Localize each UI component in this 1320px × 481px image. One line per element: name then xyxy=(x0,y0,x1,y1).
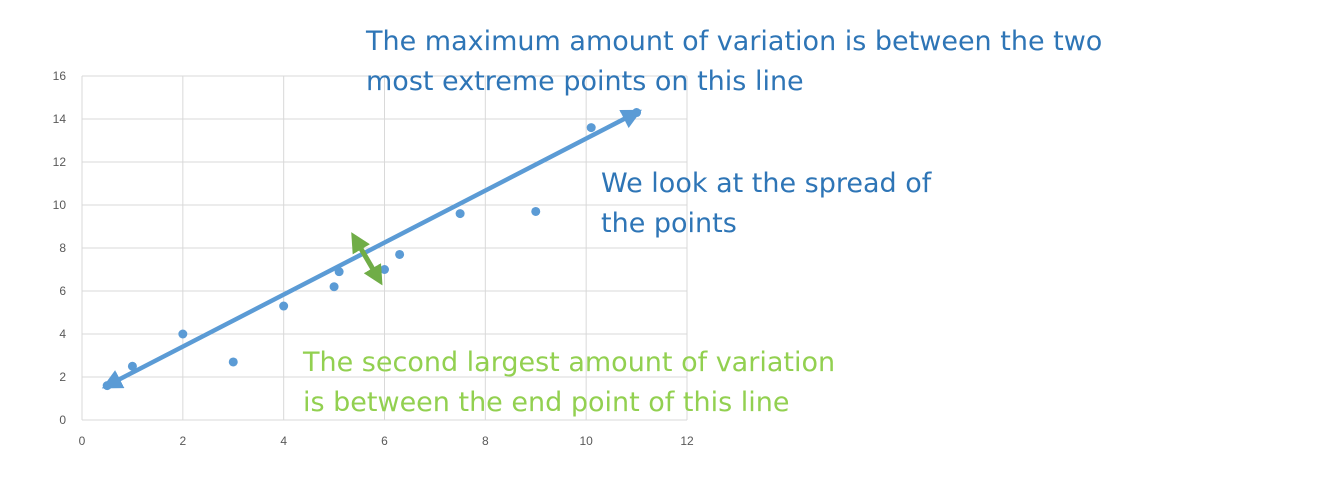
annotation-arrows xyxy=(101,109,642,389)
data-point xyxy=(531,206,541,216)
y-tick-label: 2 xyxy=(59,370,66,384)
annotation-second-variation: The second largest amount of variation i… xyxy=(303,347,836,418)
y-tick-label: 4 xyxy=(59,327,66,341)
data-point xyxy=(395,249,405,259)
x-tick-label: 6 xyxy=(381,434,388,448)
y-tick-label: 8 xyxy=(59,241,66,255)
x-tick-label: 10 xyxy=(579,434,593,448)
data-point xyxy=(228,357,238,367)
data-point xyxy=(455,209,465,219)
annotation-spread: We look at the spread of the points xyxy=(601,168,932,239)
second-variation-arrow xyxy=(351,232,383,286)
data-point xyxy=(178,329,188,339)
y-tick-label: 0 xyxy=(59,413,66,427)
y-tick-label: 16 xyxy=(53,69,67,83)
data-point xyxy=(329,282,339,292)
x-tick-label: 8 xyxy=(482,434,489,448)
data-point xyxy=(586,123,596,133)
x-tick-label: 0 xyxy=(79,434,86,448)
annotation-max-variation: The maximum amount of variation is betwe… xyxy=(366,26,1103,97)
y-tick-label: 12 xyxy=(53,155,67,169)
x-tick-label: 12 xyxy=(680,434,694,448)
x-tick-label: 4 xyxy=(280,434,287,448)
x-tick-label: 2 xyxy=(179,434,186,448)
data-point xyxy=(279,301,289,311)
data-point xyxy=(380,265,389,274)
y-tick-label: 14 xyxy=(53,112,67,126)
axis-ticks: 0 2 4 6 8 10 12 14 16 0 2 4 6 8 10 12 xyxy=(53,69,694,448)
y-tick-label: 10 xyxy=(53,198,67,212)
y-tick-label: 6 xyxy=(59,284,66,298)
